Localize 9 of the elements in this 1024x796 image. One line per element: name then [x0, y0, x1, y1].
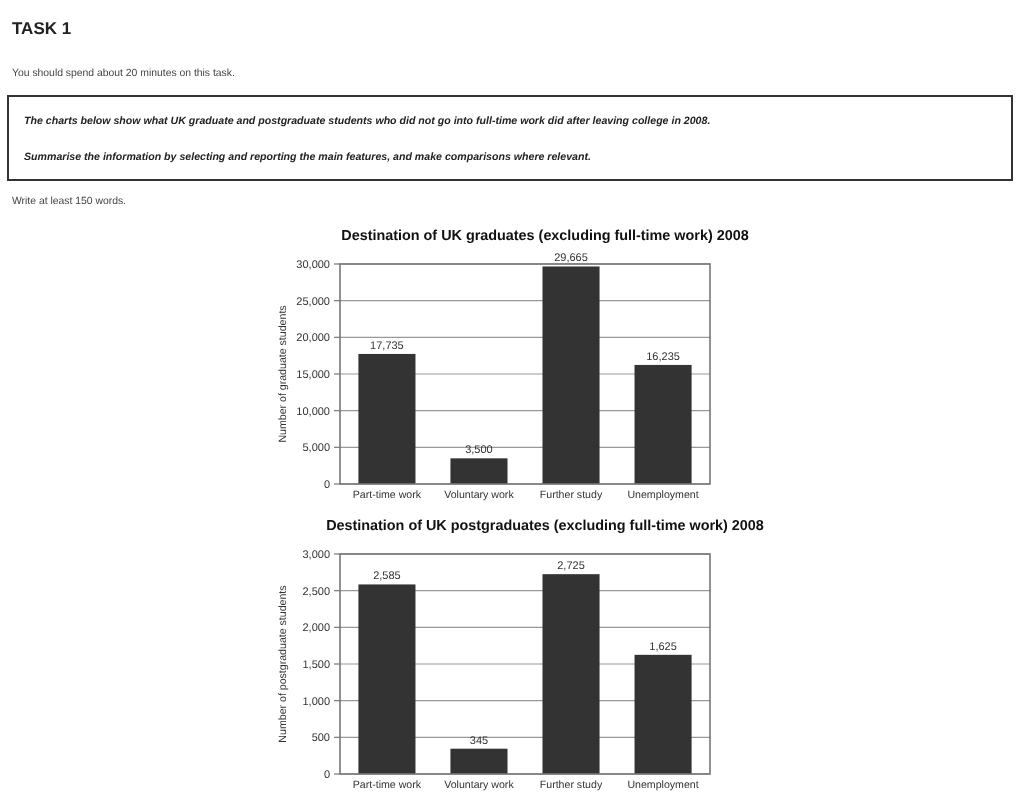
bar: [542, 574, 600, 774]
bar: [634, 364, 692, 484]
bar: [358, 353, 416, 484]
bar: [450, 458, 508, 484]
bar: [542, 266, 600, 484]
bar: [450, 748, 508, 774]
bar: [358, 584, 416, 774]
text: TASK 1: [12, 18, 72, 38]
bar: [634, 654, 692, 774]
